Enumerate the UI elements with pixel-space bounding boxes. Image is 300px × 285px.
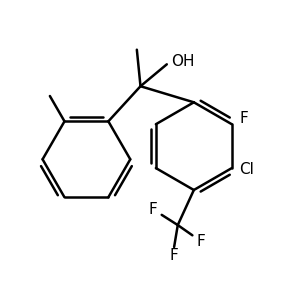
Text: F: F [197,234,206,249]
Text: F: F [170,248,178,263]
Text: F: F [148,201,157,217]
Text: Cl: Cl [239,162,254,177]
Text: F: F [239,111,248,126]
Text: OH: OH [171,54,195,69]
